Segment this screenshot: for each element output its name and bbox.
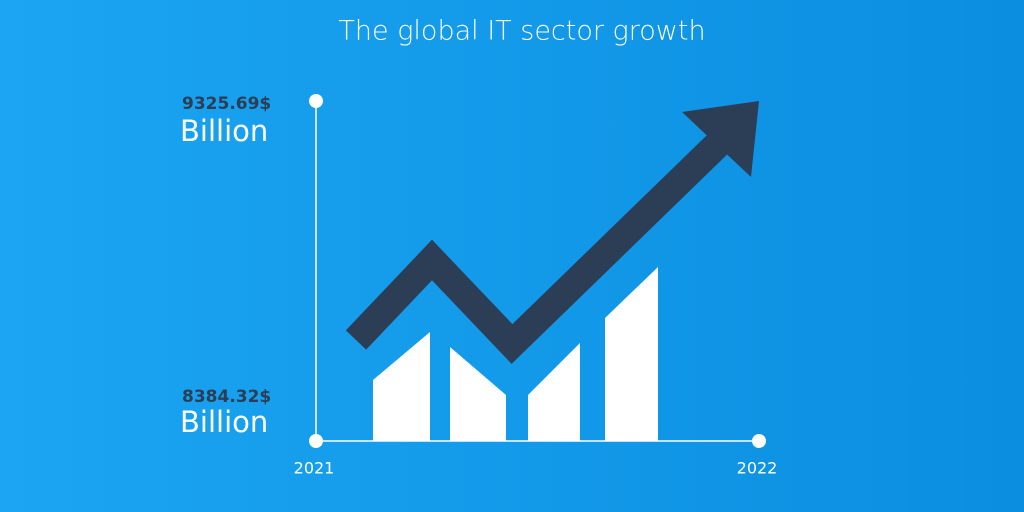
bottom-unit: Billion	[180, 405, 268, 439]
arrow-head	[682, 101, 759, 177]
axis-dot	[752, 434, 766, 448]
decor-bar	[450, 347, 506, 441]
start-year: 2021	[294, 459, 335, 478]
decor-bar	[528, 343, 580, 441]
end-year: 2022	[737, 459, 778, 478]
top-value: 9325.69$	[182, 94, 271, 114]
title: The global IT sector growth	[338, 16, 705, 47]
growth-arrow	[345, 129, 732, 364]
axis-dot	[309, 94, 323, 108]
decor-bar	[373, 332, 430, 441]
top-unit: Billion	[180, 114, 268, 148]
bottom-value: 8384.32$	[182, 387, 271, 407]
axis-dot	[309, 434, 323, 448]
decor-bar	[605, 267, 658, 441]
